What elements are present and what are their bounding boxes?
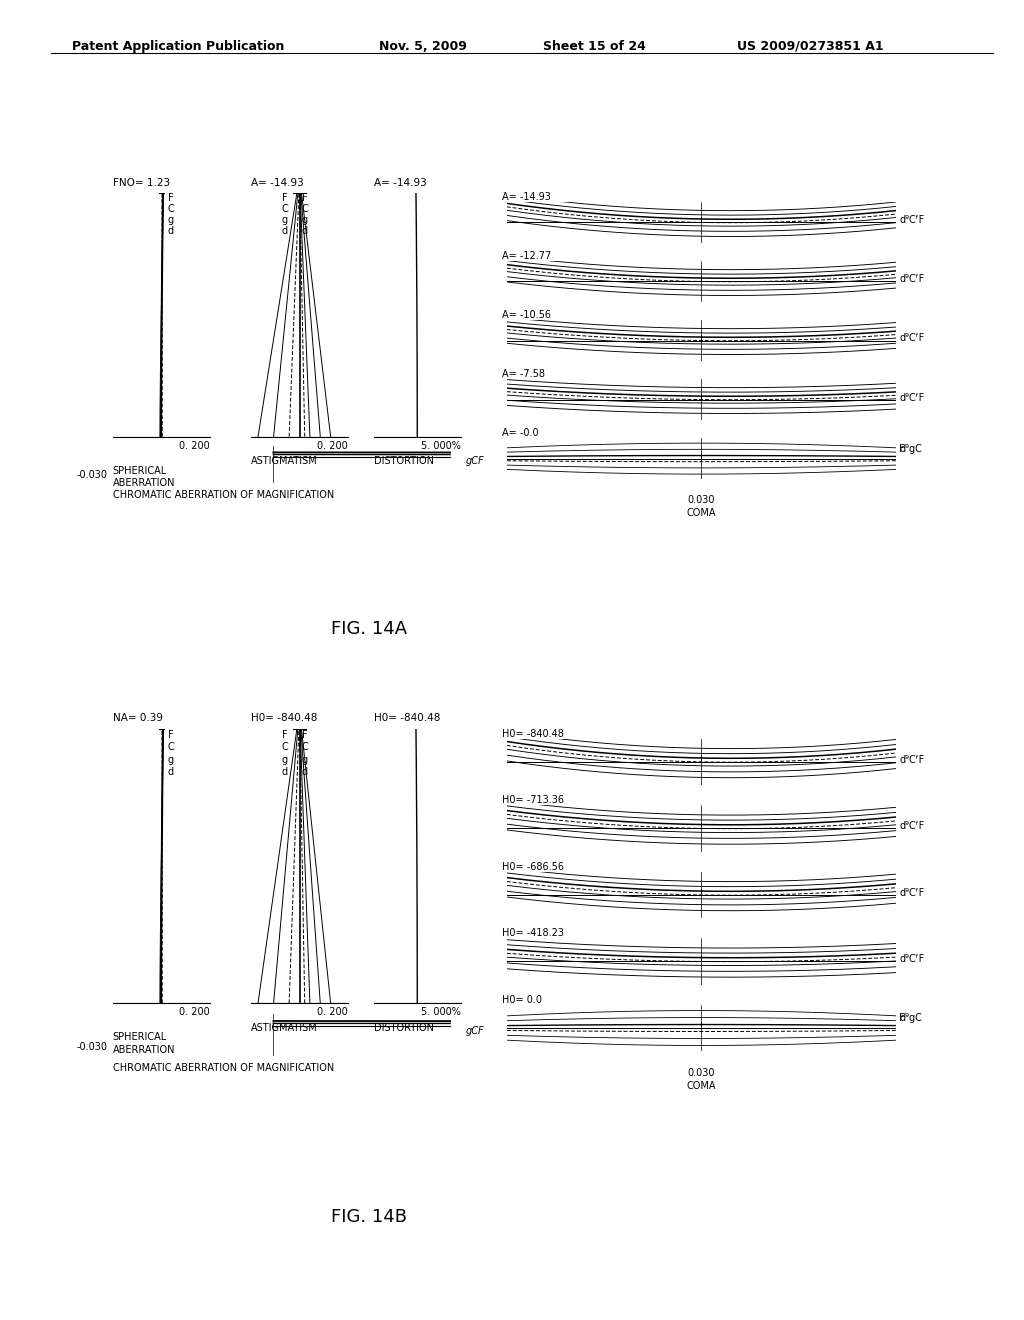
Text: C: C [168,742,174,752]
Text: Sheet 15 of 24: Sheet 15 of 24 [543,40,645,53]
Text: A= -14.93: A= -14.93 [502,191,551,202]
Text: d⁹CᶠF: d⁹CᶠF [899,954,925,964]
Text: g: g [301,215,307,226]
Text: 5. 000%: 5. 000% [421,441,461,450]
Text: 0. 200: 0. 200 [317,441,348,450]
Text: d⁹CᶠF: d⁹CᶠF [899,755,925,764]
Text: F: F [302,730,307,739]
Text: gCF: gCF [466,1026,484,1036]
Text: FIG. 14B: FIG. 14B [331,1208,407,1226]
Text: gCF: gCF [466,455,484,466]
Text: d⁹gC: d⁹gC [899,1014,922,1023]
Text: CHROMATIC ABERRATION OF MAGNIFICATION: CHROMATIC ABERRATION OF MAGNIFICATION [113,1063,334,1073]
Text: DISTORTION: DISTORTION [374,457,434,466]
Text: SPHERICAL
ABERRATION: SPHERICAL ABERRATION [113,466,175,488]
Text: H0= -713.36: H0= -713.36 [502,795,564,805]
Text: C: C [282,742,289,752]
Text: C: C [168,205,174,214]
Text: ASTIGMATISM: ASTIGMATISM [251,457,317,466]
Text: d⁹CᶠF: d⁹CᶠF [899,887,925,898]
Text: g: g [301,755,307,764]
Text: g: g [282,755,288,764]
Text: d⁹CᶠF: d⁹CᶠF [899,215,925,226]
Text: FNO= 1.23: FNO= 1.23 [113,178,170,187]
Text: H0= -840.48: H0= -840.48 [502,729,563,739]
Text: A= -12.77: A= -12.77 [502,251,551,261]
Text: F: F [302,193,307,203]
Text: -0.030: -0.030 [77,1041,108,1052]
Text: CHROMATIC ABERRATION OF MAGNIFICATION: CHROMATIC ABERRATION OF MAGNIFICATION [113,490,334,500]
Text: F: F [283,193,288,203]
Text: d⁹CᶠF: d⁹CᶠF [899,275,925,284]
Text: 0.030: 0.030 [688,495,715,504]
Text: H0= 0.0: H0= 0.0 [502,995,542,1005]
Text: A= -14.93: A= -14.93 [251,178,304,187]
Text: d: d [301,227,307,236]
Text: DISTORTION: DISTORTION [374,1023,434,1034]
Text: d: d [282,767,288,777]
Text: F: F [168,193,174,203]
Text: C: C [301,742,308,752]
Text: g: g [168,215,174,226]
Text: NA= 0.39: NA= 0.39 [113,713,163,723]
Text: -0.030: -0.030 [77,470,108,479]
Text: Nov. 5, 2009: Nov. 5, 2009 [379,40,467,53]
Text: d: d [301,767,307,777]
Text: H0= -840.48: H0= -840.48 [251,713,317,723]
Text: H0= -840.48: H0= -840.48 [374,713,440,723]
Text: COMA: COMA [687,508,716,517]
Text: H0= -686.56: H0= -686.56 [502,862,564,871]
Text: A= -7.58: A= -7.58 [502,368,545,379]
Text: A= -0.0: A= -0.0 [502,428,539,438]
Text: 5. 000%: 5. 000% [421,1007,461,1018]
Text: 0. 200: 0. 200 [179,1007,210,1018]
Text: 0. 200: 0. 200 [179,441,210,450]
Text: F: F [899,1002,904,1023]
Text: COMA: COMA [687,1081,716,1092]
Text: d⁹CᶠF: d⁹CᶠF [899,821,925,832]
Text: C: C [301,205,308,214]
Text: d: d [282,227,288,236]
Text: A= -14.93: A= -14.93 [374,178,427,187]
Text: g: g [282,215,288,226]
Text: SPHERICAL
ABERRATION: SPHERICAL ABERRATION [113,1032,175,1055]
Text: F: F [899,433,904,454]
Text: 0. 200: 0. 200 [317,1007,348,1018]
Text: C: C [282,205,289,214]
Text: d⁹CᶠF: d⁹CᶠF [899,334,925,343]
Text: A= -10.56: A= -10.56 [502,310,551,319]
Text: F: F [168,730,174,739]
Text: d: d [168,767,174,777]
Text: US 2009/0273851 A1: US 2009/0273851 A1 [737,40,884,53]
Text: H0= -418.23: H0= -418.23 [502,928,564,939]
Text: d: d [168,227,174,236]
Text: d⁹gC: d⁹gC [899,445,922,454]
Text: F: F [283,730,288,739]
Text: 0.030: 0.030 [688,1068,715,1078]
Text: g: g [168,755,174,764]
Text: d⁹CᶠF: d⁹CᶠF [899,392,925,403]
Text: ASTIGMATISM: ASTIGMATISM [251,1023,317,1034]
Text: Patent Application Publication: Patent Application Publication [72,40,284,53]
Text: FIG. 14A: FIG. 14A [331,620,407,639]
